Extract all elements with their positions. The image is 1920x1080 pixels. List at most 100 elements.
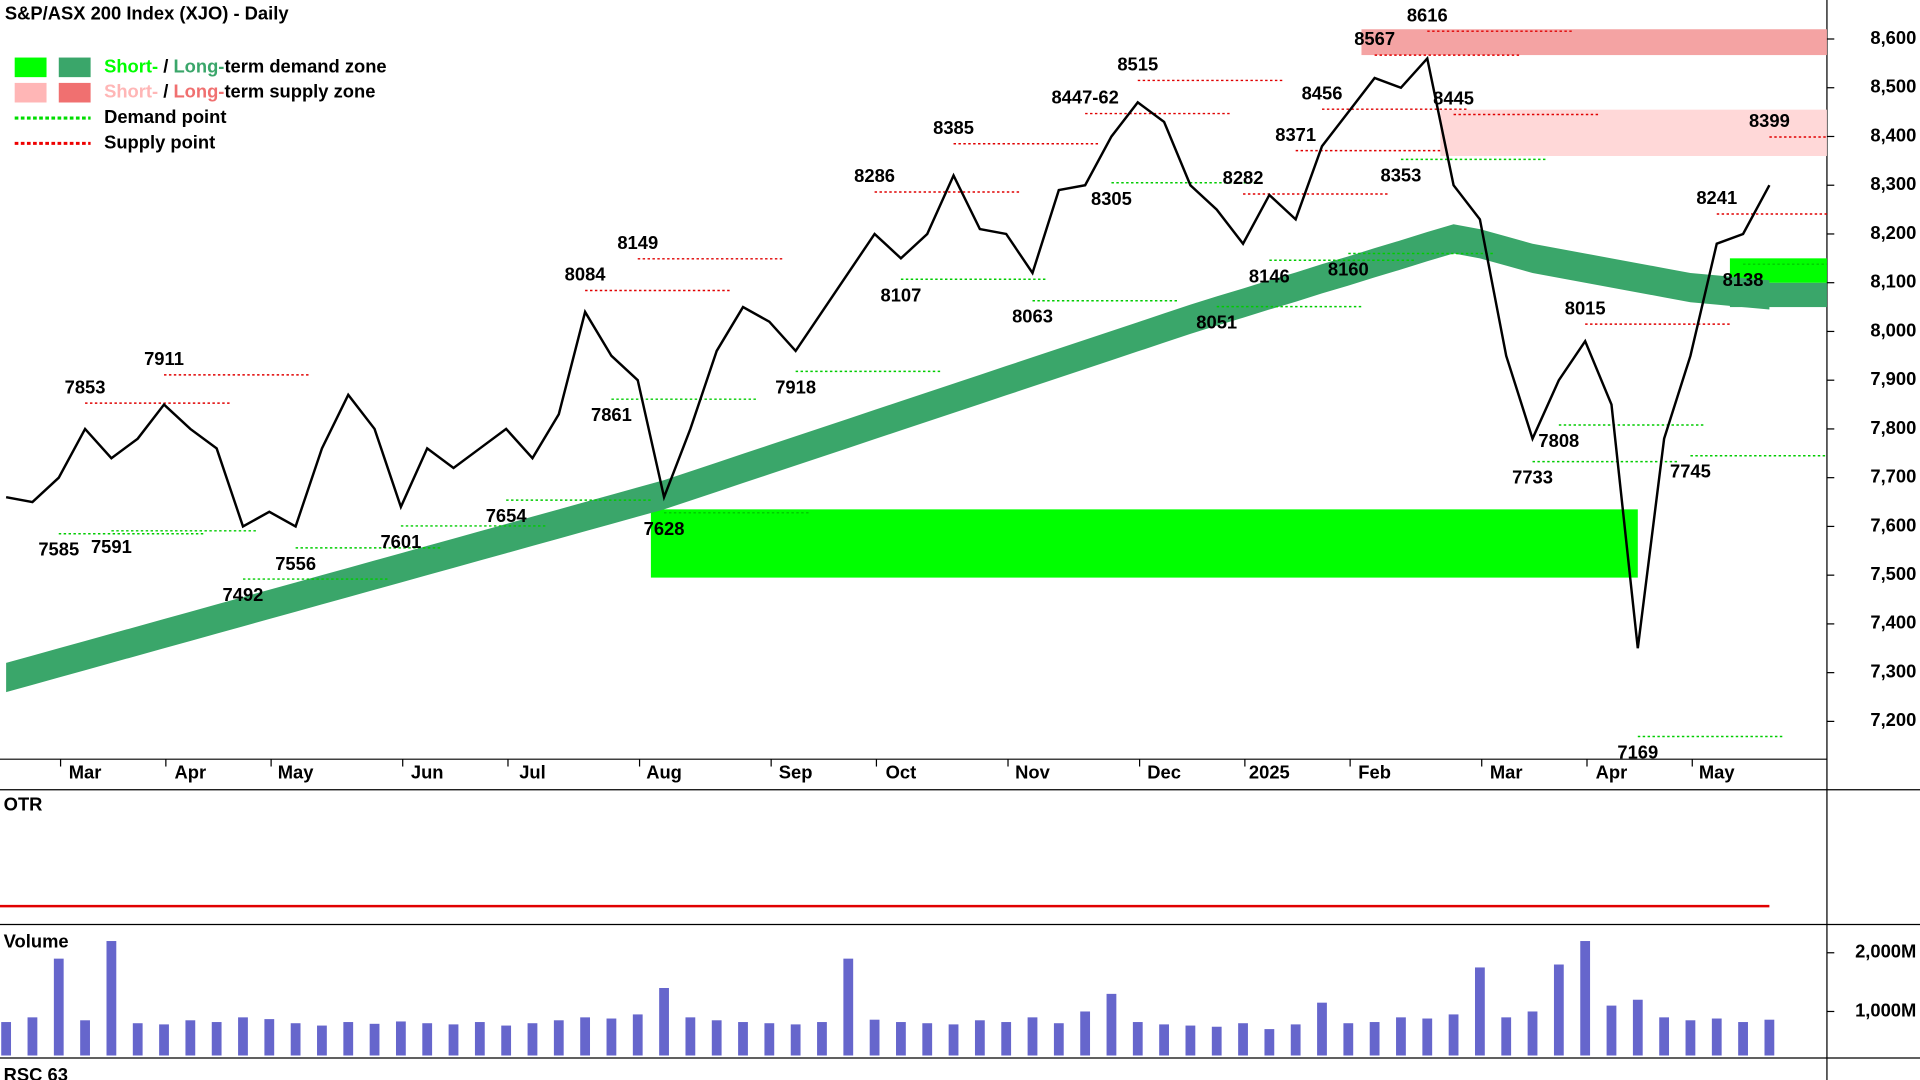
volume-bar bbox=[1764, 1019, 1775, 1056]
y-tick-label: 7,500 bbox=[1870, 563, 1916, 584]
swing-label: 8371 bbox=[1275, 124, 1316, 145]
volume-bar bbox=[922, 1023, 933, 1056]
volume-bar bbox=[1185, 1025, 1196, 1056]
swing-label: 7733 bbox=[1512, 467, 1553, 488]
volume-bar bbox=[1264, 1029, 1275, 1056]
x-tick-label: Jun bbox=[411, 762, 444, 783]
volume-bar bbox=[527, 1023, 538, 1056]
swing-label: 8051 bbox=[1196, 312, 1237, 333]
volume-bar bbox=[264, 1019, 275, 1056]
swing-label: 8015 bbox=[1565, 297, 1606, 318]
volume-bar bbox=[1501, 1017, 1512, 1056]
volume-bar bbox=[1317, 1002, 1327, 1056]
swing-label: 8456 bbox=[1302, 82, 1343, 103]
y-tick-label: 7,700 bbox=[1870, 466, 1916, 487]
volume-bar bbox=[343, 1022, 354, 1056]
volume-bar bbox=[1238, 1023, 1248, 1056]
y-tick-label: 7,900 bbox=[1870, 368, 1916, 389]
volume-bar bbox=[738, 1022, 748, 1056]
legend-label: Supply point bbox=[104, 131, 215, 152]
volume-bar bbox=[1080, 1011, 1091, 1056]
volume-bar bbox=[1659, 1017, 1670, 1056]
x-tick-label: Feb bbox=[1358, 762, 1391, 783]
swing-label: 8107 bbox=[880, 284, 921, 305]
swing-label: 7628 bbox=[644, 518, 685, 539]
x-tick-label: Mar bbox=[1490, 762, 1523, 783]
volume-bar bbox=[185, 1020, 196, 1056]
volume-bar bbox=[869, 1019, 880, 1056]
volume-bar bbox=[896, 1022, 906, 1056]
volume-bar bbox=[238, 1017, 248, 1056]
volume-bar bbox=[1632, 999, 1643, 1056]
swing-label: 8515 bbox=[1117, 54, 1158, 75]
volume-bar bbox=[1527, 1011, 1538, 1056]
volume-bar bbox=[290, 1023, 301, 1056]
panel-title: Volume bbox=[4, 931, 69, 952]
legend-text: Short- bbox=[104, 55, 158, 76]
y-tick-label: 7,300 bbox=[1870, 660, 1916, 681]
swing-label: 7911 bbox=[144, 348, 184, 369]
volume-bar bbox=[1106, 993, 1117, 1056]
zone bbox=[650, 509, 1638, 578]
legend-text: term supply zone bbox=[224, 81, 375, 102]
volume-bar bbox=[106, 941, 117, 1056]
volume-bar bbox=[1211, 1026, 1222, 1056]
x-tick-label: Apr bbox=[175, 762, 207, 783]
legend-swatch bbox=[14, 57, 47, 78]
volume-bar bbox=[474, 1022, 485, 1056]
volume-bar bbox=[501, 1025, 512, 1056]
zone bbox=[1361, 29, 1827, 56]
volume-bar bbox=[948, 1024, 959, 1056]
volume-bar bbox=[1132, 1022, 1143, 1056]
swing-label: 8305 bbox=[1091, 188, 1132, 209]
volume-bar bbox=[843, 958, 854, 1056]
volume-bar bbox=[317, 1025, 327, 1056]
y-tick-label: 8,100 bbox=[1870, 271, 1916, 292]
y-tick-label: 8,000 bbox=[1870, 319, 1916, 340]
swing-label: 8146 bbox=[1249, 265, 1290, 286]
volume-bar bbox=[159, 1024, 169, 1056]
volume-bar bbox=[659, 987, 669, 1056]
legend-swatch bbox=[14, 82, 47, 103]
x-tick-label: Jul bbox=[519, 762, 546, 783]
swing-label: 7601 bbox=[380, 531, 421, 552]
y-tick-label: 7,400 bbox=[1870, 612, 1916, 633]
volume-bar bbox=[27, 1017, 38, 1056]
legend-swatch bbox=[58, 57, 91, 78]
swing-label: 7918 bbox=[775, 376, 816, 397]
swing-label: 7853 bbox=[65, 376, 106, 397]
long-term-band bbox=[6, 224, 1770, 693]
legend-text: Demand point bbox=[104, 106, 226, 127]
x-tick-label: May bbox=[1699, 762, 1736, 783]
volume-bar bbox=[1159, 1024, 1169, 1056]
swing-label: 8399 bbox=[1749, 110, 1790, 131]
swing-label: 7585 bbox=[38, 539, 79, 560]
swing-label: 8567 bbox=[1354, 28, 1395, 49]
chart-title: S&P/ASX 200 Index (XJO) - Daily bbox=[5, 3, 289, 24]
volume-bar bbox=[422, 1023, 433, 1056]
volume-bar bbox=[1343, 1023, 1354, 1056]
volume-bar bbox=[790, 1024, 801, 1056]
y-tick-label: 8,200 bbox=[1870, 222, 1916, 243]
legend-text: Long- bbox=[173, 55, 224, 76]
x-tick-label: 2025 bbox=[1249, 762, 1290, 783]
swing-label: 8286 bbox=[854, 165, 895, 186]
y-tick-label: 2,000M bbox=[1855, 941, 1916, 962]
volume-bar bbox=[448, 1024, 459, 1056]
x-tick-label: Apr bbox=[1596, 762, 1628, 783]
volume-bar bbox=[1, 1022, 12, 1056]
legend-text: / bbox=[158, 81, 173, 102]
swing-label: 7169 bbox=[1617, 741, 1658, 762]
legend-label: Short- / Long-term supply zone bbox=[104, 81, 375, 102]
swing-label: 8160 bbox=[1328, 258, 1369, 279]
volume-bar bbox=[1001, 1022, 1012, 1056]
volume-bar bbox=[764, 1023, 775, 1056]
swing-label: 8616 bbox=[1407, 4, 1448, 25]
y-tick-label: 8,500 bbox=[1870, 76, 1916, 97]
volume-bar bbox=[53, 958, 64, 1056]
volume-bar bbox=[80, 1020, 90, 1056]
x-tick-label: Aug bbox=[646, 762, 682, 783]
y-tick-label: 8,400 bbox=[1870, 124, 1916, 145]
